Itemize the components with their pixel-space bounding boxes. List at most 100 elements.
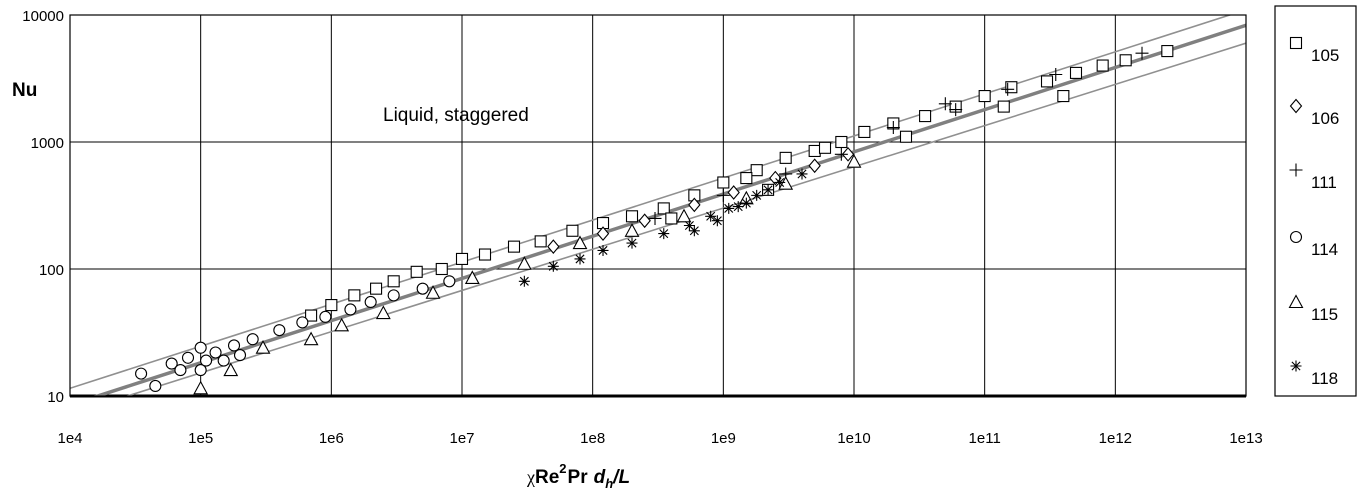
data-point-square — [625, 210, 639, 223]
legend: 105 106 111 114 115 118 — [1288, 36, 1339, 388]
x-axis-label-pr: Pr — [568, 467, 589, 488]
data-point-plus — [716, 188, 730, 202]
x-tick-label: 1e9 — [711, 430, 736, 447]
data-point-circle — [227, 339, 241, 352]
data-point-triangle — [334, 317, 350, 332]
data-point-circle — [149, 379, 162, 392]
data-point-asterisk — [796, 168, 808, 180]
data-point-circle — [364, 295, 377, 309]
legend-box — [1274, 5, 1357, 397]
data-point-square — [370, 282, 383, 295]
x-tick-label: 1e7 — [449, 430, 474, 447]
data-point-circle — [273, 324, 286, 337]
data-point-square — [808, 144, 821, 158]
data-point-circle — [344, 303, 357, 316]
data-point-circle — [135, 367, 148, 380]
x-tick-label: 1e6 — [319, 430, 344, 447]
reference-line — [70, 15, 1233, 390]
data-point-square — [1119, 54, 1132, 67]
x-axis-label-prefix: χ — [526, 467, 535, 487]
legend-item-111: 111 — [1289, 163, 1337, 192]
data-point-asterisk — [547, 260, 559, 272]
y-tick-labels: 10 100 1000 10000 — [22, 8, 64, 406]
legend-marker-triangle — [1288, 294, 1304, 309]
data-point-square — [1069, 66, 1083, 79]
data-point-asterisk — [740, 197, 752, 209]
data-point-square — [534, 235, 547, 248]
series-118 — [518, 168, 808, 287]
data-point-plus — [648, 211, 662, 225]
data-point-diamond — [596, 226, 610, 241]
data-point-triangle — [255, 340, 271, 354]
data-point-square — [1161, 45, 1174, 58]
legend-label: 114 — [1311, 240, 1338, 259]
legend-label: 105 — [1311, 46, 1339, 65]
x-axis-label-re: Re — [535, 467, 559, 488]
legend-item-118: 118 — [1290, 360, 1338, 388]
data-point-circle — [319, 310, 332, 323]
y-tick-label: 10000 — [22, 8, 64, 25]
data-point-triangle — [778, 175, 794, 190]
data-point-asterisk — [751, 189, 763, 201]
x-tick-label: 1e11 — [969, 430, 1001, 447]
plot-border — [69, 14, 1247, 397]
data-point-square — [478, 248, 492, 261]
x-tick-label: 1e13 — [1229, 430, 1262, 447]
data-point-square — [1096, 59, 1109, 72]
data-point-circle — [443, 275, 456, 288]
data-point-square — [387, 275, 400, 288]
data-point-asterisk — [711, 215, 723, 227]
data-point-triangle — [375, 305, 391, 320]
y-tick-label: 100 — [39, 262, 64, 279]
data-point-asterisk — [774, 176, 786, 188]
data-point-diamond — [688, 197, 701, 213]
data-point-circle — [416, 282, 429, 295]
x-axis-label-tail: /L — [612, 467, 630, 488]
data-point-square — [455, 252, 469, 265]
data-point-square — [899, 130, 913, 143]
legend-marker-square — [1289, 36, 1303, 50]
x-axis-label: χRe2Pr dh/L — [526, 461, 630, 491]
data-point-plus — [1135, 46, 1149, 60]
data-point-plus — [1049, 68, 1063, 82]
data-point-triangle — [624, 223, 640, 237]
data-point-asterisk — [626, 237, 638, 249]
data-point-square — [566, 224, 579, 237]
data-point-asterisk — [723, 202, 735, 214]
data-point-diamond — [547, 239, 560, 254]
data-point-square — [818, 141, 832, 154]
data-point-square — [835, 135, 848, 149]
data-point-square — [657, 202, 670, 215]
data-point-triangle — [846, 154, 862, 168]
legend-marker-circle — [1289, 230, 1303, 244]
data-point-square — [507, 240, 521, 253]
legend-item-114: 114 — [1289, 230, 1338, 259]
data-point-triangle — [223, 362, 239, 377]
data-point-asterisk — [705, 210, 717, 222]
legend-marker-plus — [1289, 163, 1303, 177]
chart-annotation: Liquid, staggered — [383, 105, 529, 126]
data-point-circle — [209, 346, 222, 359]
data-point-square — [305, 309, 318, 322]
data-point-square — [997, 100, 1010, 113]
data-point-triangle — [464, 270, 480, 285]
data-point-circle — [174, 364, 187, 377]
data-point-square — [410, 265, 423, 278]
x-tick-labels: 1e4 1e5 1e6 1e7 1e8 1e9 1e10 1e11 1e12 1e13 — [57, 430, 1262, 447]
data-point-triangle — [303, 331, 319, 346]
data-point-square — [978, 90, 991, 103]
x-axis-label-sub: h — [605, 476, 613, 491]
data-point-triangle — [193, 380, 209, 395]
legend-label: 111 — [1311, 173, 1337, 192]
data-point-triangle — [425, 285, 441, 299]
legend-label: 115 — [1311, 305, 1338, 324]
data-point-square — [1005, 81, 1018, 94]
data-point-circle — [200, 354, 213, 367]
data-point-asterisk — [688, 225, 700, 237]
x-axis-label-d: d — [594, 467, 606, 488]
data-point-square — [858, 125, 871, 138]
data-point-asterisk — [597, 244, 609, 256]
data-point-triangle — [676, 208, 692, 223]
data-point-circle — [233, 349, 247, 362]
